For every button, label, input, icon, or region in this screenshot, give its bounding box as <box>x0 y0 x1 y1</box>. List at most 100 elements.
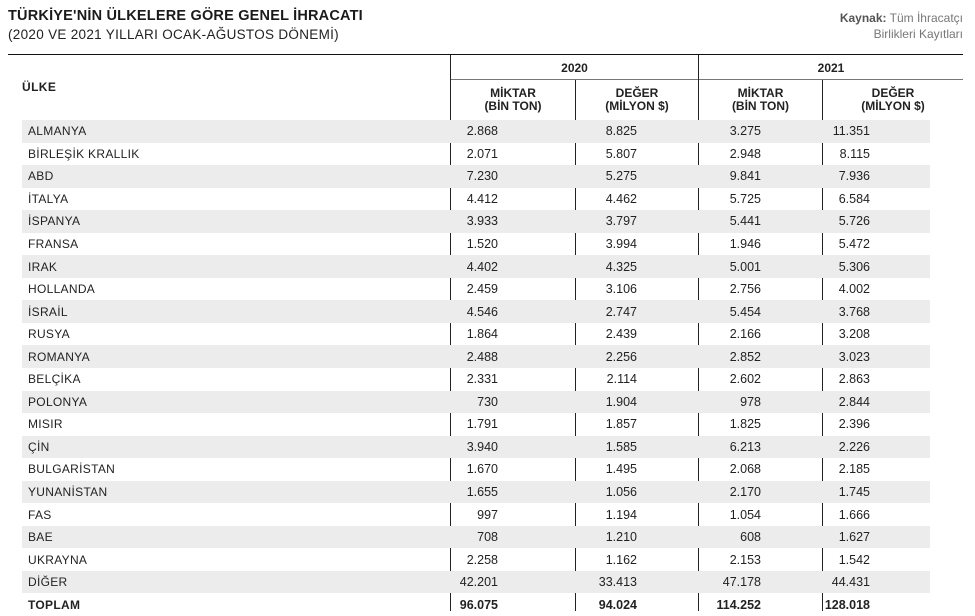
quantity-cell: 2.948 <box>682 143 806 166</box>
cell-value: 2.868 <box>466 124 498 139</box>
cell-value: 44.431 <box>831 575 870 590</box>
value-cell: 8.115 <box>806 143 930 166</box>
quantity-cell: 1.791 <box>456 413 558 436</box>
country-cell: İSPANYA <box>22 210 456 233</box>
cell-value: 2.114 <box>606 372 637 387</box>
table-row: POLONYA 730 1.904 978 2.844 <box>22 390 930 414</box>
cell-value: 2.331 <box>466 372 498 387</box>
quantity-cell: 730 <box>456 390 558 414</box>
quantity-cell: 4.402 <box>456 255 558 278</box>
value-cell: 2.114 <box>558 368 682 391</box>
value-cell: 3.208 <box>806 323 930 346</box>
cell-value: 5.001 <box>729 259 761 274</box>
quantity-cell: 3.940 <box>456 435 558 459</box>
page-subtitle: (2020 VE 2021 YILLARI OCAK-AĞUSTOS DÖNEM… <box>8 27 339 42</box>
table-row: MISIR 1.791 1.857 1.825 2.396 <box>22 413 930 436</box>
value-cell: 4.325 <box>558 255 682 278</box>
cell-value: 608 <box>740 530 761 545</box>
divider-2021 <box>698 55 699 611</box>
value-cell: 2.439 <box>558 323 682 346</box>
cell-value: 1.745 <box>838 485 870 500</box>
cell-value: 3.940 <box>466 439 498 454</box>
table-row: IRAK 4.402 4.325 5.001 5.306 <box>22 255 930 278</box>
cell-value: 1.495 <box>605 462 637 477</box>
quantity-cell: 2.868 <box>456 120 558 143</box>
table-row: HOLLANDA 2.459 3.106 2.756 4.002 <box>22 278 930 301</box>
quantity-cell: 2.068 <box>682 458 806 481</box>
value-cell: 2.747 <box>558 300 682 323</box>
cell-value: 1.542 <box>838 552 870 567</box>
cell-value: 1.655 <box>466 485 498 500</box>
country-cell: İSRAİL <box>22 300 456 323</box>
table-row: BULGARİSTAN 1.670 1.495 2.068 2.185 <box>22 458 930 481</box>
country-cell: DİĞER <box>22 570 456 594</box>
cell-value: 128.018 <box>824 597 870 612</box>
country-cell: FAS <box>28 507 52 522</box>
country-cell: UKRAYNA <box>28 552 88 567</box>
cell-value: 3.797 <box>605 214 637 229</box>
quantity-cell: 1.946 <box>682 233 806 256</box>
value-2020-header: DEĞER (MİLYON $) <box>605 86 669 113</box>
quantity-cell: 4.412 <box>456 188 558 211</box>
cell-value: 4.325 <box>605 259 637 274</box>
quantity-cell: 2.153 <box>682 548 806 571</box>
quantity-cell: 2.071 <box>456 143 558 166</box>
cell-value: 1.825 <box>729 417 761 432</box>
cell-value: 2.439 <box>605 327 637 342</box>
country-cell: ÇİN <box>22 435 456 459</box>
value-cell: 3.994 <box>558 233 682 256</box>
divider-2020 <box>450 55 451 611</box>
cell-value: 1.585 <box>605 439 637 454</box>
quantity-cell: 6.213 <box>682 435 806 459</box>
cell-value: 5.306 <box>838 259 870 274</box>
table-row: BELÇİKA 2.331 2.114 2.602 2.863 <box>22 368 930 391</box>
cell-value: 114.252 <box>716 597 762 612</box>
cell-value: 1.627 <box>838 530 870 545</box>
quantity-cell: 5.725 <box>682 188 806 211</box>
quantity-cell: 2.602 <box>682 368 806 391</box>
table-row: UKRAYNA 2.258 1.162 2.153 1.542 <box>22 548 930 571</box>
table-row: İSPANYA 3.933 3.797 5.441 5.726 <box>22 210 930 233</box>
cell-value: 2.071 <box>466 146 498 161</box>
value-cell: 6.584 <box>806 188 930 211</box>
table-row: FAS 997 1.194 1.054 1.666 <box>22 503 930 526</box>
cell-value: 5.454 <box>729 304 761 319</box>
value-cell: 2.844 <box>806 390 930 414</box>
cell-value: 2.185 <box>838 462 870 477</box>
cell-value: 96.075 <box>459 597 498 612</box>
quantity-cell: 3.275 <box>682 120 806 143</box>
table-row: YUNANİSTAN 1.655 1.056 2.170 1.745 <box>22 480 930 504</box>
value-cell: 8.825 <box>558 120 682 143</box>
cell-value: 978 <box>740 394 761 409</box>
cell-value: 2.756 <box>729 282 761 297</box>
quantity-2020-header: MİKTAR (BİN TON) <box>484 86 542 113</box>
cell-value: 2.488 <box>466 349 498 364</box>
cell-value: 33.413 <box>598 575 637 590</box>
source-line2: Birlikleri Kayıtları <box>873 27 963 41</box>
quantity-cell: 608 <box>682 525 806 549</box>
quantity-cell: 47.178 <box>682 570 806 594</box>
cell-value: 1.210 <box>605 530 637 545</box>
cell-value: 1.904 <box>605 394 637 409</box>
value-cell: 3.797 <box>558 210 682 233</box>
value-cell: 1.627 <box>806 525 930 549</box>
country-cell: BİRLEŞİK KRALLIK <box>28 146 140 161</box>
value-cell: 1.857 <box>558 413 682 436</box>
quantity-cell: 2.488 <box>456 345 558 369</box>
quantity-cell: 42.201 <box>456 570 558 594</box>
country-cell: İTALYA <box>28 191 69 206</box>
quantity-cell: 114.252 <box>682 593 806 616</box>
cell-value: 1.162 <box>605 552 637 567</box>
cell-value: 2.226 <box>838 439 870 454</box>
cell-value: 5.725 <box>729 191 761 206</box>
cell-value: 1.864 <box>466 327 498 342</box>
year-2020-header: 2020 <box>561 61 588 75</box>
cell-value: 7.936 <box>838 169 870 184</box>
quantity-cell: 5.001 <box>682 255 806 278</box>
country-cell: ALMANYA <box>22 120 456 143</box>
cell-value: 11.351 <box>832 124 870 139</box>
cell-value: 6.213 <box>729 439 761 454</box>
cell-value: 1.520 <box>466 237 498 251</box>
quantity-cell: 997 <box>456 503 558 526</box>
value-cell: 1.162 <box>558 548 682 571</box>
